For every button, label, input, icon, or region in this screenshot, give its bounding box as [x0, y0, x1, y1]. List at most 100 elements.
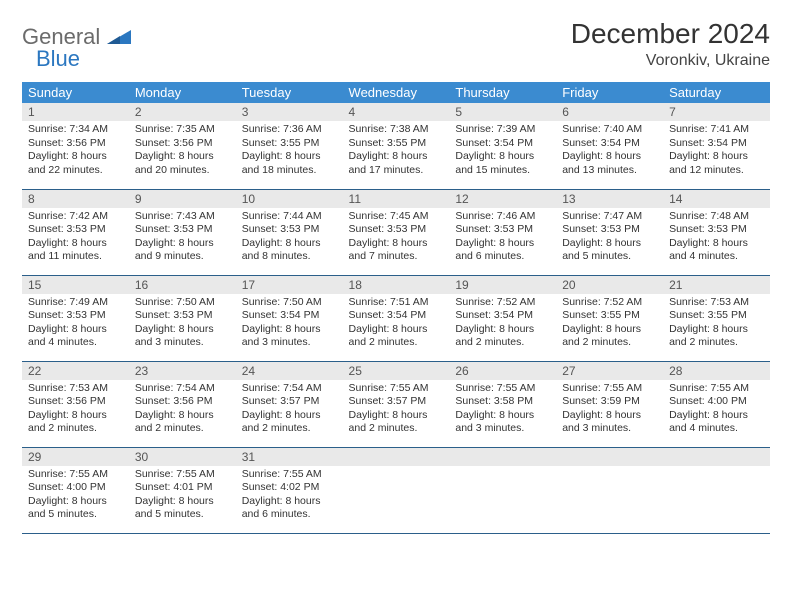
day-number: 23: [129, 362, 236, 380]
day-body: Sunrise: 7:42 AMSunset: 3:53 PMDaylight:…: [22, 208, 129, 269]
calendar-cell: 4Sunrise: 7:38 AMSunset: 3:55 PMDaylight…: [343, 103, 450, 189]
calendar-cell: 28Sunrise: 7:55 AMSunset: 4:00 PMDayligh…: [663, 361, 770, 447]
calendar-cell: 8Sunrise: 7:42 AMSunset: 3:53 PMDaylight…: [22, 189, 129, 275]
day-body: Sunrise: 7:48 AMSunset: 3:53 PMDaylight:…: [663, 208, 770, 269]
calendar-table: SundayMondayTuesdayWednesdayThursdayFrid…: [22, 82, 770, 534]
day-body: Sunrise: 7:55 AMSunset: 4:00 PMDaylight:…: [663, 380, 770, 441]
calendar-cell: [449, 447, 556, 533]
day-body: Sunrise: 7:54 AMSunset: 3:56 PMDaylight:…: [129, 380, 236, 441]
day-body: Sunrise: 7:52 AMSunset: 3:54 PMDaylight:…: [449, 294, 556, 355]
calendar-cell: 14Sunrise: 7:48 AMSunset: 3:53 PMDayligh…: [663, 189, 770, 275]
weekday-header: Friday: [556, 82, 663, 103]
day-number: 30: [129, 448, 236, 466]
day-body: Sunrise: 7:53 AMSunset: 3:55 PMDaylight:…: [663, 294, 770, 355]
day-number: 21: [663, 276, 770, 294]
logo-triangle-icon: [107, 28, 131, 49]
brand-sub: Blue: [36, 46, 131, 72]
day-body: Sunrise: 7:55 AMSunset: 3:58 PMDaylight:…: [449, 380, 556, 441]
day-body: Sunrise: 7:55 AMSunset: 3:57 PMDaylight:…: [343, 380, 450, 441]
day-number-empty: [343, 448, 450, 466]
calendar-cell: 29Sunrise: 7:55 AMSunset: 4:00 PMDayligh…: [22, 447, 129, 533]
day-number: 16: [129, 276, 236, 294]
calendar-cell: 15Sunrise: 7:49 AMSunset: 3:53 PMDayligh…: [22, 275, 129, 361]
calendar-week: 15Sunrise: 7:49 AMSunset: 3:53 PMDayligh…: [22, 275, 770, 361]
day-number: 12: [449, 190, 556, 208]
day-number: 13: [556, 190, 663, 208]
calendar-cell: [343, 447, 450, 533]
day-number: 27: [556, 362, 663, 380]
weekday-header: Thursday: [449, 82, 556, 103]
calendar-cell: 20Sunrise: 7:52 AMSunset: 3:55 PMDayligh…: [556, 275, 663, 361]
day-number: 11: [343, 190, 450, 208]
day-body: Sunrise: 7:34 AMSunset: 3:56 PMDaylight:…: [22, 121, 129, 182]
day-body: Sunrise: 7:50 AMSunset: 3:54 PMDaylight:…: [236, 294, 343, 355]
calendar-cell: 22Sunrise: 7:53 AMSunset: 3:56 PMDayligh…: [22, 361, 129, 447]
calendar-cell: 25Sunrise: 7:55 AMSunset: 3:57 PMDayligh…: [343, 361, 450, 447]
calendar-week: 8Sunrise: 7:42 AMSunset: 3:53 PMDaylight…: [22, 189, 770, 275]
day-body: Sunrise: 7:38 AMSunset: 3:55 PMDaylight:…: [343, 121, 450, 182]
calendar-cell: 17Sunrise: 7:50 AMSunset: 3:54 PMDayligh…: [236, 275, 343, 361]
day-body: Sunrise: 7:45 AMSunset: 3:53 PMDaylight:…: [343, 208, 450, 269]
calendar-cell: 27Sunrise: 7:55 AMSunset: 3:59 PMDayligh…: [556, 361, 663, 447]
title-block: December 2024 Voronkiv, Ukraine: [571, 18, 770, 70]
calendar-head: SundayMondayTuesdayWednesdayThursdayFrid…: [22, 82, 770, 103]
day-body: Sunrise: 7:50 AMSunset: 3:53 PMDaylight:…: [129, 294, 236, 355]
calendar-cell: [556, 447, 663, 533]
day-number: 15: [22, 276, 129, 294]
day-number: 24: [236, 362, 343, 380]
calendar-cell: 24Sunrise: 7:54 AMSunset: 3:57 PMDayligh…: [236, 361, 343, 447]
day-body: Sunrise: 7:55 AMSunset: 4:00 PMDaylight:…: [22, 466, 129, 527]
day-body: Sunrise: 7:35 AMSunset: 3:56 PMDaylight:…: [129, 121, 236, 182]
calendar-cell: 10Sunrise: 7:44 AMSunset: 3:53 PMDayligh…: [236, 189, 343, 275]
day-number: 19: [449, 276, 556, 294]
weekday-header: Tuesday: [236, 82, 343, 103]
calendar-cell: 21Sunrise: 7:53 AMSunset: 3:55 PMDayligh…: [663, 275, 770, 361]
day-body: Sunrise: 7:43 AMSunset: 3:53 PMDaylight:…: [129, 208, 236, 269]
weekday-header: Monday: [129, 82, 236, 103]
calendar-cell: 16Sunrise: 7:50 AMSunset: 3:53 PMDayligh…: [129, 275, 236, 361]
calendar-cell: 23Sunrise: 7:54 AMSunset: 3:56 PMDayligh…: [129, 361, 236, 447]
day-number: 31: [236, 448, 343, 466]
calendar-cell: 7Sunrise: 7:41 AMSunset: 3:54 PMDaylight…: [663, 103, 770, 189]
calendar-cell: 31Sunrise: 7:55 AMSunset: 4:02 PMDayligh…: [236, 447, 343, 533]
day-body: Sunrise: 7:44 AMSunset: 3:53 PMDaylight:…: [236, 208, 343, 269]
day-body: Sunrise: 7:55 AMSunset: 4:02 PMDaylight:…: [236, 466, 343, 527]
day-body: Sunrise: 7:40 AMSunset: 3:54 PMDaylight:…: [556, 121, 663, 182]
weekday-header: Saturday: [663, 82, 770, 103]
day-number: 18: [343, 276, 450, 294]
calendar-page: General Blue December 2024 Voronkiv, Ukr…: [0, 0, 792, 552]
day-body: Sunrise: 7:52 AMSunset: 3:55 PMDaylight:…: [556, 294, 663, 355]
day-number: 25: [343, 362, 450, 380]
day-body: Sunrise: 7:39 AMSunset: 3:54 PMDaylight:…: [449, 121, 556, 182]
day-number: 4: [343, 103, 450, 121]
day-body: Sunrise: 7:55 AMSunset: 3:59 PMDaylight:…: [556, 380, 663, 441]
calendar-week: 22Sunrise: 7:53 AMSunset: 3:56 PMDayligh…: [22, 361, 770, 447]
day-number-empty: [556, 448, 663, 466]
day-number: 29: [22, 448, 129, 466]
calendar-cell: [663, 447, 770, 533]
calendar-cell: 3Sunrise: 7:36 AMSunset: 3:55 PMDaylight…: [236, 103, 343, 189]
logo-text-block: General Blue: [22, 24, 131, 72]
day-number: 2: [129, 103, 236, 121]
day-body: Sunrise: 7:41 AMSunset: 3:54 PMDaylight:…: [663, 121, 770, 182]
month-title: December 2024: [571, 18, 770, 50]
day-number: 28: [663, 362, 770, 380]
header: General Blue December 2024 Voronkiv, Ukr…: [22, 18, 770, 72]
day-number: 10: [236, 190, 343, 208]
day-body: Sunrise: 7:51 AMSunset: 3:54 PMDaylight:…: [343, 294, 450, 355]
day-body: Sunrise: 7:47 AMSunset: 3:53 PMDaylight:…: [556, 208, 663, 269]
day-number: 14: [663, 190, 770, 208]
calendar-body: 1Sunrise: 7:34 AMSunset: 3:56 PMDaylight…: [22, 103, 770, 533]
calendar-cell: 26Sunrise: 7:55 AMSunset: 3:58 PMDayligh…: [449, 361, 556, 447]
day-number: 9: [129, 190, 236, 208]
weekday-header: Sunday: [22, 82, 129, 103]
day-body: Sunrise: 7:54 AMSunset: 3:57 PMDaylight:…: [236, 380, 343, 441]
location: Voronkiv, Ukraine: [571, 52, 770, 70]
brand-logo: General Blue: [22, 24, 131, 72]
calendar-cell: 30Sunrise: 7:55 AMSunset: 4:01 PMDayligh…: [129, 447, 236, 533]
calendar-cell: 6Sunrise: 7:40 AMSunset: 3:54 PMDaylight…: [556, 103, 663, 189]
day-number: 17: [236, 276, 343, 294]
calendar-cell: 1Sunrise: 7:34 AMSunset: 3:56 PMDaylight…: [22, 103, 129, 189]
day-body: Sunrise: 7:36 AMSunset: 3:55 PMDaylight:…: [236, 121, 343, 182]
day-body: Sunrise: 7:49 AMSunset: 3:53 PMDaylight:…: [22, 294, 129, 355]
